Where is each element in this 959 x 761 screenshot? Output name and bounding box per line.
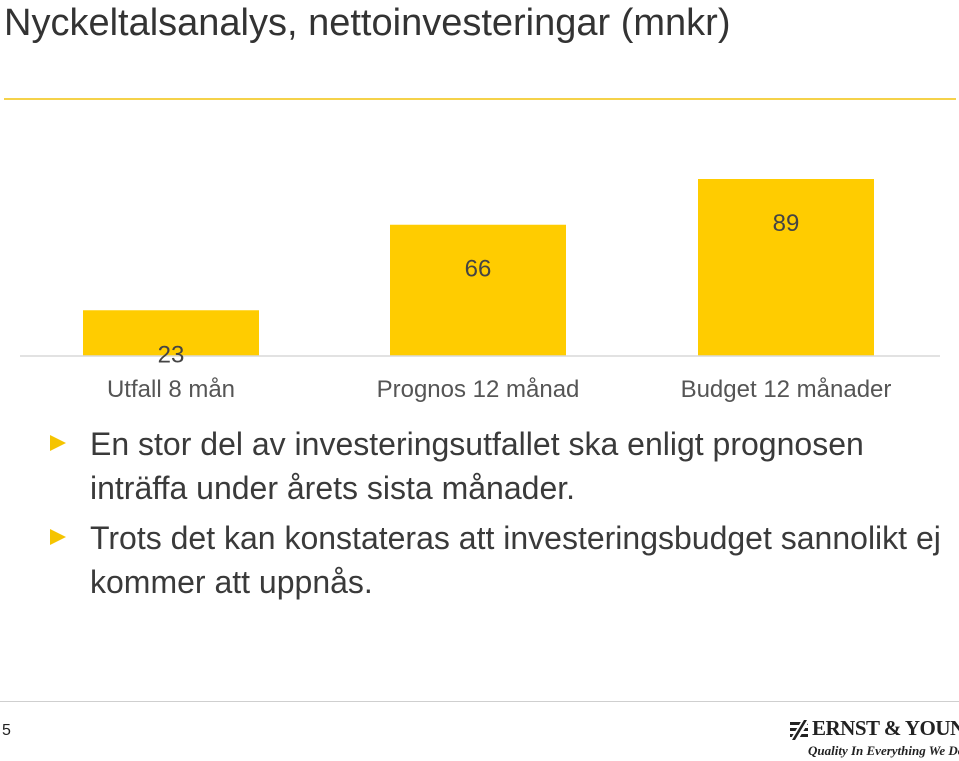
bar-chart: 23 Utfall 8 mån 66 Prognos 12 månad 89 Budget…	[20, 179, 940, 403]
bullet-item: En stor del av investeringsutfallet ska …	[46, 422, 951, 510]
category-label: Budget 12 månader	[681, 376, 892, 403]
footer-divider	[0, 701, 959, 702]
page-number: 5	[2, 722, 11, 739]
ernst-young-logo: ERNST & YOUNG Quality In Everything We D…	[788, 716, 959, 760]
bar-value-label: 89	[773, 210, 800, 237]
bullet-item: Trots det kan konstateras att investerin…	[46, 516, 951, 604]
bar-2	[390, 224, 566, 356]
bullet-list: En stor del av investeringsutfallet ska …	[46, 422, 951, 610]
bar-value-label: 66	[465, 256, 492, 283]
bullet-arrow-icon	[50, 529, 66, 545]
bullet-arrow-icon	[50, 435, 66, 451]
title-underline	[4, 98, 956, 100]
bar-1	[83, 310, 259, 356]
category-label: Prognos 12 månad	[377, 376, 580, 403]
bullet-text: En stor del av investeringsutfallet ska …	[90, 426, 864, 506]
category-label: Utfall 8 mån	[107, 376, 235, 403]
slide-title: Nyckeltalsanalys, nettoinvesteringar (mn…	[4, 2, 731, 44]
ernst-young-logo-icon	[790, 720, 810, 740]
logo-wordmark: ERNST & YOUNG	[812, 716, 959, 740]
bullet-text: Trots det kan konstateras att investerin…	[90, 520, 941, 600]
bar-3	[698, 179, 874, 356]
bar-value-label: 23	[158, 341, 185, 368]
logo-tagline: Quality In Everything We Do	[808, 743, 959, 758]
